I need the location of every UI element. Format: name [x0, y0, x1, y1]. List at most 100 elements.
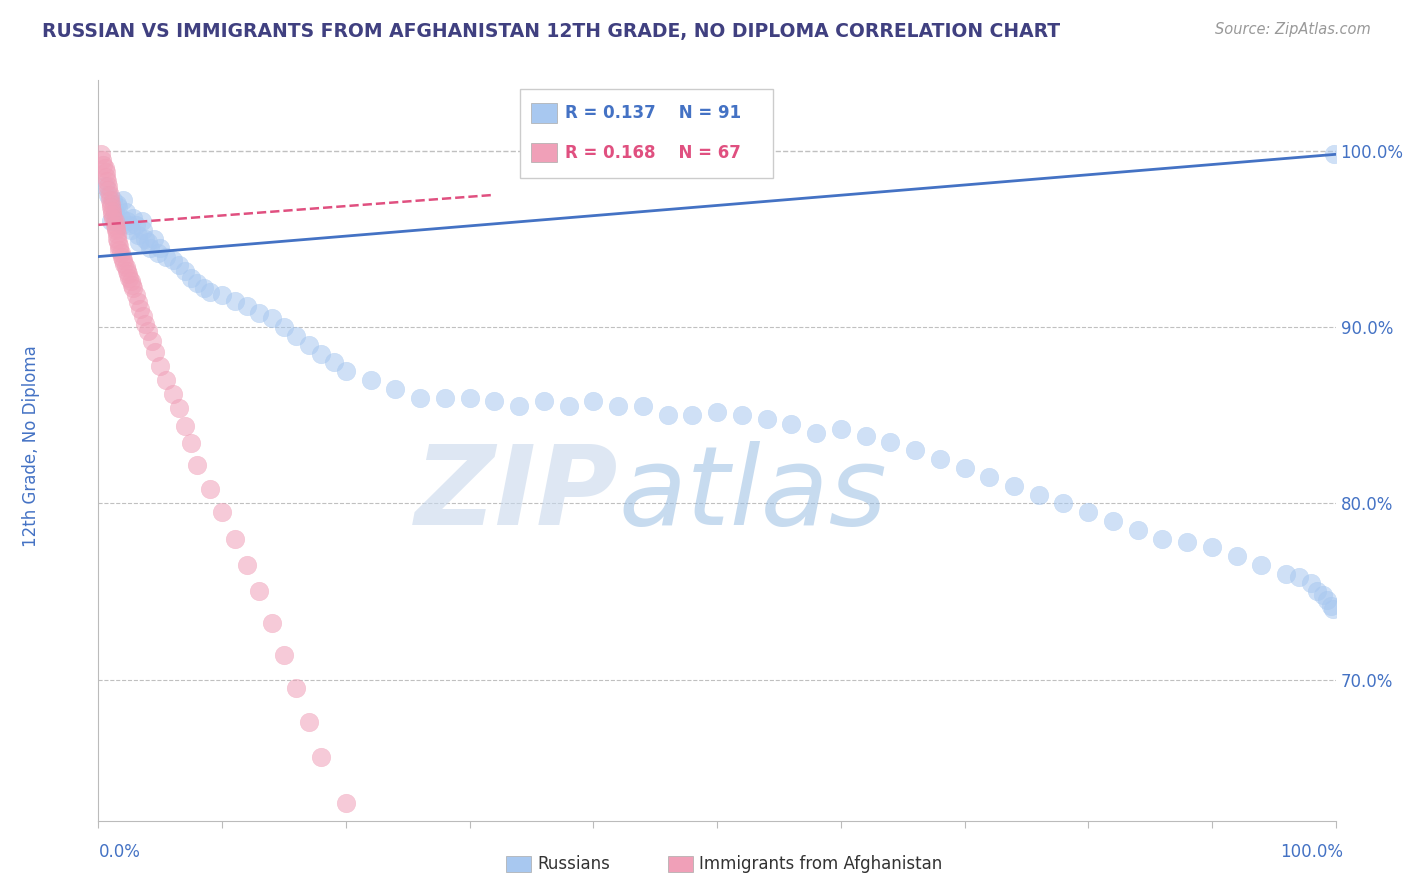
Point: [1077, 505, 1099, 519]
Point: [804, 425, 827, 440]
Point: [260, 311, 283, 326]
Point: [112, 257, 135, 271]
Point: [533, 394, 555, 409]
Point: [115, 214, 138, 228]
Point: [211, 288, 233, 302]
Point: [128, 235, 150, 250]
Point: [115, 263, 138, 277]
Point: [127, 228, 149, 243]
Text: atlas: atlas: [619, 442, 887, 549]
Point: [112, 193, 135, 207]
Point: [484, 394, 506, 409]
Point: [186, 276, 208, 290]
Point: [1312, 588, 1334, 602]
Point: [120, 223, 142, 237]
Point: [174, 418, 197, 433]
Point: [112, 253, 135, 268]
Point: [1002, 479, 1025, 493]
Point: [180, 270, 202, 285]
Point: [97, 187, 120, 202]
Point: [1306, 584, 1329, 599]
Point: [755, 411, 778, 425]
Point: [1250, 558, 1272, 572]
Point: [111, 218, 134, 232]
Point: [155, 373, 177, 387]
Point: [136, 235, 159, 250]
Point: [309, 750, 332, 764]
Point: [94, 165, 117, 179]
Text: Source: ZipAtlas.com: Source: ZipAtlas.com: [1215, 22, 1371, 37]
Point: [193, 281, 215, 295]
Point: [247, 584, 270, 599]
Point: [1319, 599, 1341, 613]
Point: [928, 452, 950, 467]
Point: [830, 422, 852, 436]
Point: [174, 263, 197, 277]
Text: 100.0%: 100.0%: [1279, 843, 1343, 861]
Point: [607, 400, 630, 414]
Point: [143, 344, 166, 359]
Point: [1323, 147, 1346, 161]
Text: 12th Grade, No Diploma: 12th Grade, No Diploma: [22, 345, 39, 547]
Point: [224, 532, 246, 546]
Point: [91, 153, 114, 167]
Point: [117, 267, 139, 281]
Point: [103, 211, 125, 225]
Point: [855, 429, 877, 443]
Point: [93, 158, 115, 172]
Point: [98, 193, 121, 207]
Point: [167, 258, 190, 272]
Point: [260, 616, 283, 631]
Point: [335, 364, 357, 378]
Point: [98, 187, 121, 202]
Point: [155, 250, 177, 264]
Point: [122, 211, 145, 225]
Point: [127, 295, 149, 310]
Point: [953, 461, 976, 475]
Point: [186, 458, 208, 472]
Point: [780, 417, 803, 431]
Point: [118, 218, 141, 232]
Point: [211, 505, 233, 519]
Point: [90, 147, 112, 161]
Point: [94, 170, 117, 185]
Point: [1316, 593, 1339, 607]
Point: [103, 214, 125, 228]
Point: [360, 835, 382, 849]
Point: [224, 293, 246, 308]
Point: [458, 391, 481, 405]
Point: [114, 205, 136, 219]
Point: [298, 714, 321, 729]
Point: [731, 408, 754, 422]
Point: [384, 382, 406, 396]
Point: [1299, 575, 1322, 590]
Point: [706, 405, 728, 419]
Text: R = 0.168    N = 67: R = 0.168 N = 67: [565, 144, 741, 161]
Point: [162, 387, 184, 401]
Point: [105, 227, 128, 241]
Point: [1028, 487, 1050, 501]
Point: [141, 334, 163, 348]
Point: [97, 183, 120, 197]
Point: [124, 288, 146, 302]
Point: [1152, 532, 1174, 546]
Point: [149, 359, 172, 373]
Point: [198, 482, 221, 496]
Point: [132, 310, 155, 324]
Text: Russians: Russians: [537, 855, 610, 873]
Point: [631, 400, 654, 414]
Point: [122, 281, 145, 295]
Point: [1201, 541, 1223, 555]
Point: [118, 270, 141, 285]
Point: [100, 196, 122, 211]
Point: [110, 246, 132, 260]
Point: [396, 884, 419, 892]
Point: [1175, 535, 1198, 549]
Point: [298, 337, 321, 351]
Point: [100, 200, 122, 214]
Text: 0.0%: 0.0%: [98, 843, 141, 861]
Point: [1288, 570, 1310, 584]
Point: [111, 250, 134, 264]
Point: [105, 232, 128, 246]
Point: [110, 211, 132, 225]
